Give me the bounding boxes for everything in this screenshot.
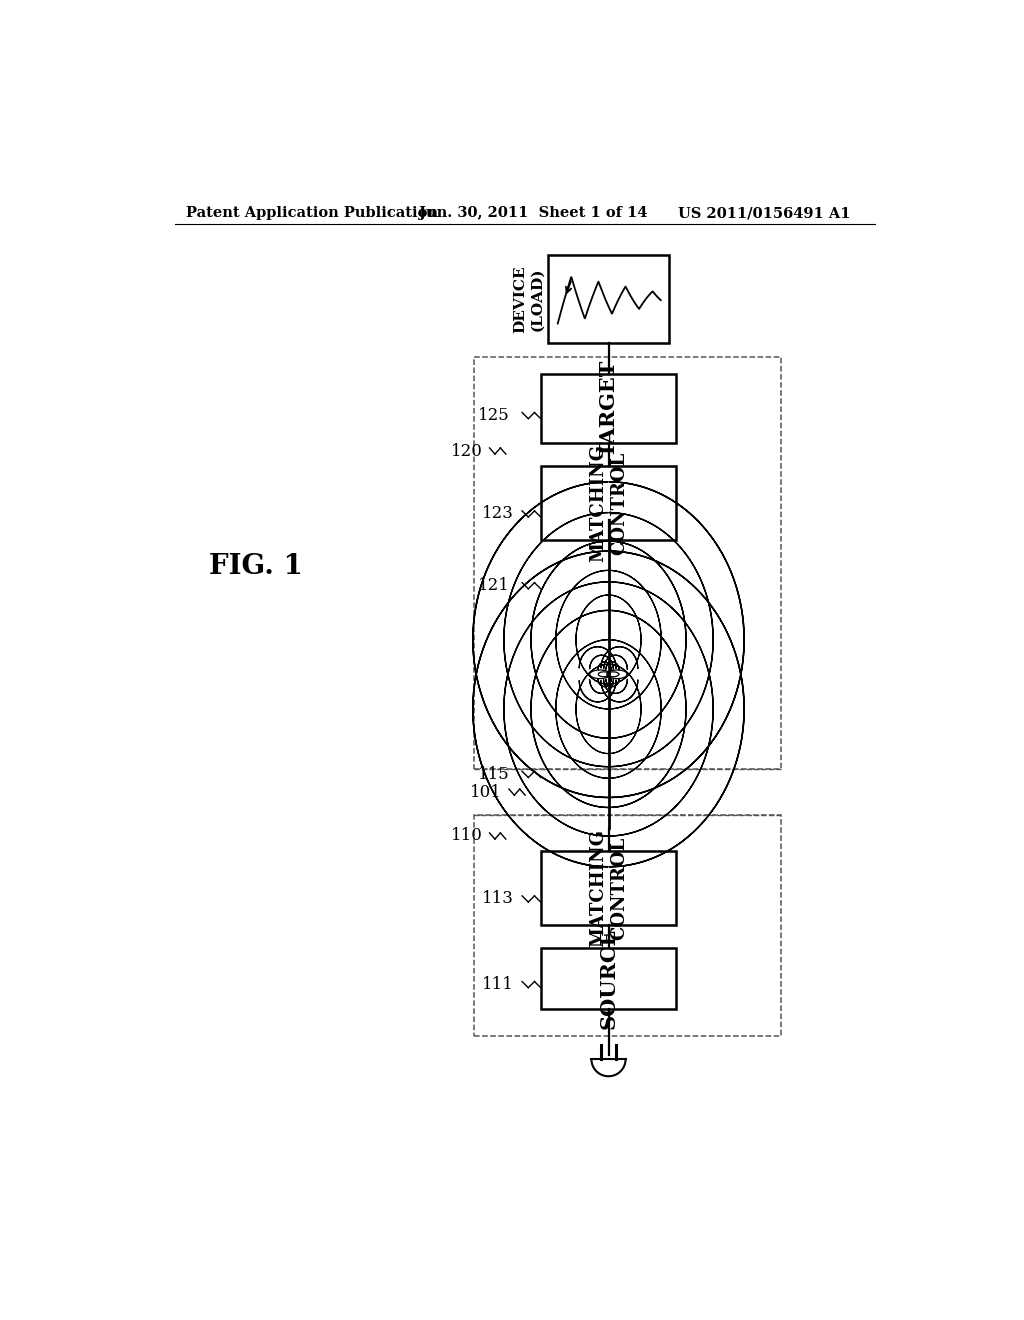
Text: 110: 110	[451, 828, 482, 845]
Text: TARGET: TARGET	[598, 360, 618, 457]
Text: 101: 101	[470, 784, 502, 801]
Text: 121: 121	[478, 577, 510, 594]
Text: US 2011/0156491 A1: US 2011/0156491 A1	[678, 206, 851, 220]
Bar	[541, 466, 676, 540]
Text: 120: 120	[451, 442, 482, 459]
Text: SOURCE: SOURCE	[598, 928, 618, 1030]
Bar	[541, 948, 676, 1010]
Bar	[541, 374, 676, 444]
Text: Jun. 30, 2011  Sheet 1 of 14: Jun. 30, 2011 Sheet 1 of 14	[419, 206, 647, 220]
Text: 113: 113	[481, 891, 514, 907]
Text: 125: 125	[478, 407, 510, 424]
Text: DEVICE
(LOAD): DEVICE (LOAD)	[514, 265, 544, 333]
Text: MATCHING
CONTROL: MATCHING CONTROL	[589, 444, 628, 562]
Text: MATCHING
CONTROL: MATCHING CONTROL	[589, 829, 628, 946]
Bar	[549, 255, 669, 343]
Text: 123: 123	[481, 506, 514, 523]
Bar	[474, 816, 781, 1036]
Text: FIG. 1: FIG. 1	[209, 553, 303, 579]
Text: Patent Application Publication: Patent Application Publication	[186, 206, 438, 220]
Text: 115: 115	[478, 766, 510, 783]
Bar	[474, 358, 781, 770]
Text: 111: 111	[481, 975, 514, 993]
Bar	[541, 851, 676, 924]
